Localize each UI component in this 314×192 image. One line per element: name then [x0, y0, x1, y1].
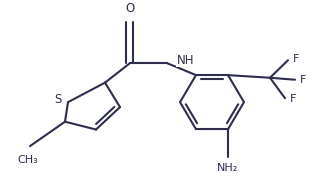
Text: F: F [300, 75, 306, 85]
Text: F: F [290, 94, 296, 104]
Text: O: O [125, 2, 135, 15]
Text: NH₂: NH₂ [217, 163, 239, 173]
Text: F: F [293, 54, 299, 64]
Text: S: S [54, 93, 62, 106]
Text: CH₃: CH₃ [18, 155, 38, 165]
Text: NH: NH [177, 54, 194, 67]
